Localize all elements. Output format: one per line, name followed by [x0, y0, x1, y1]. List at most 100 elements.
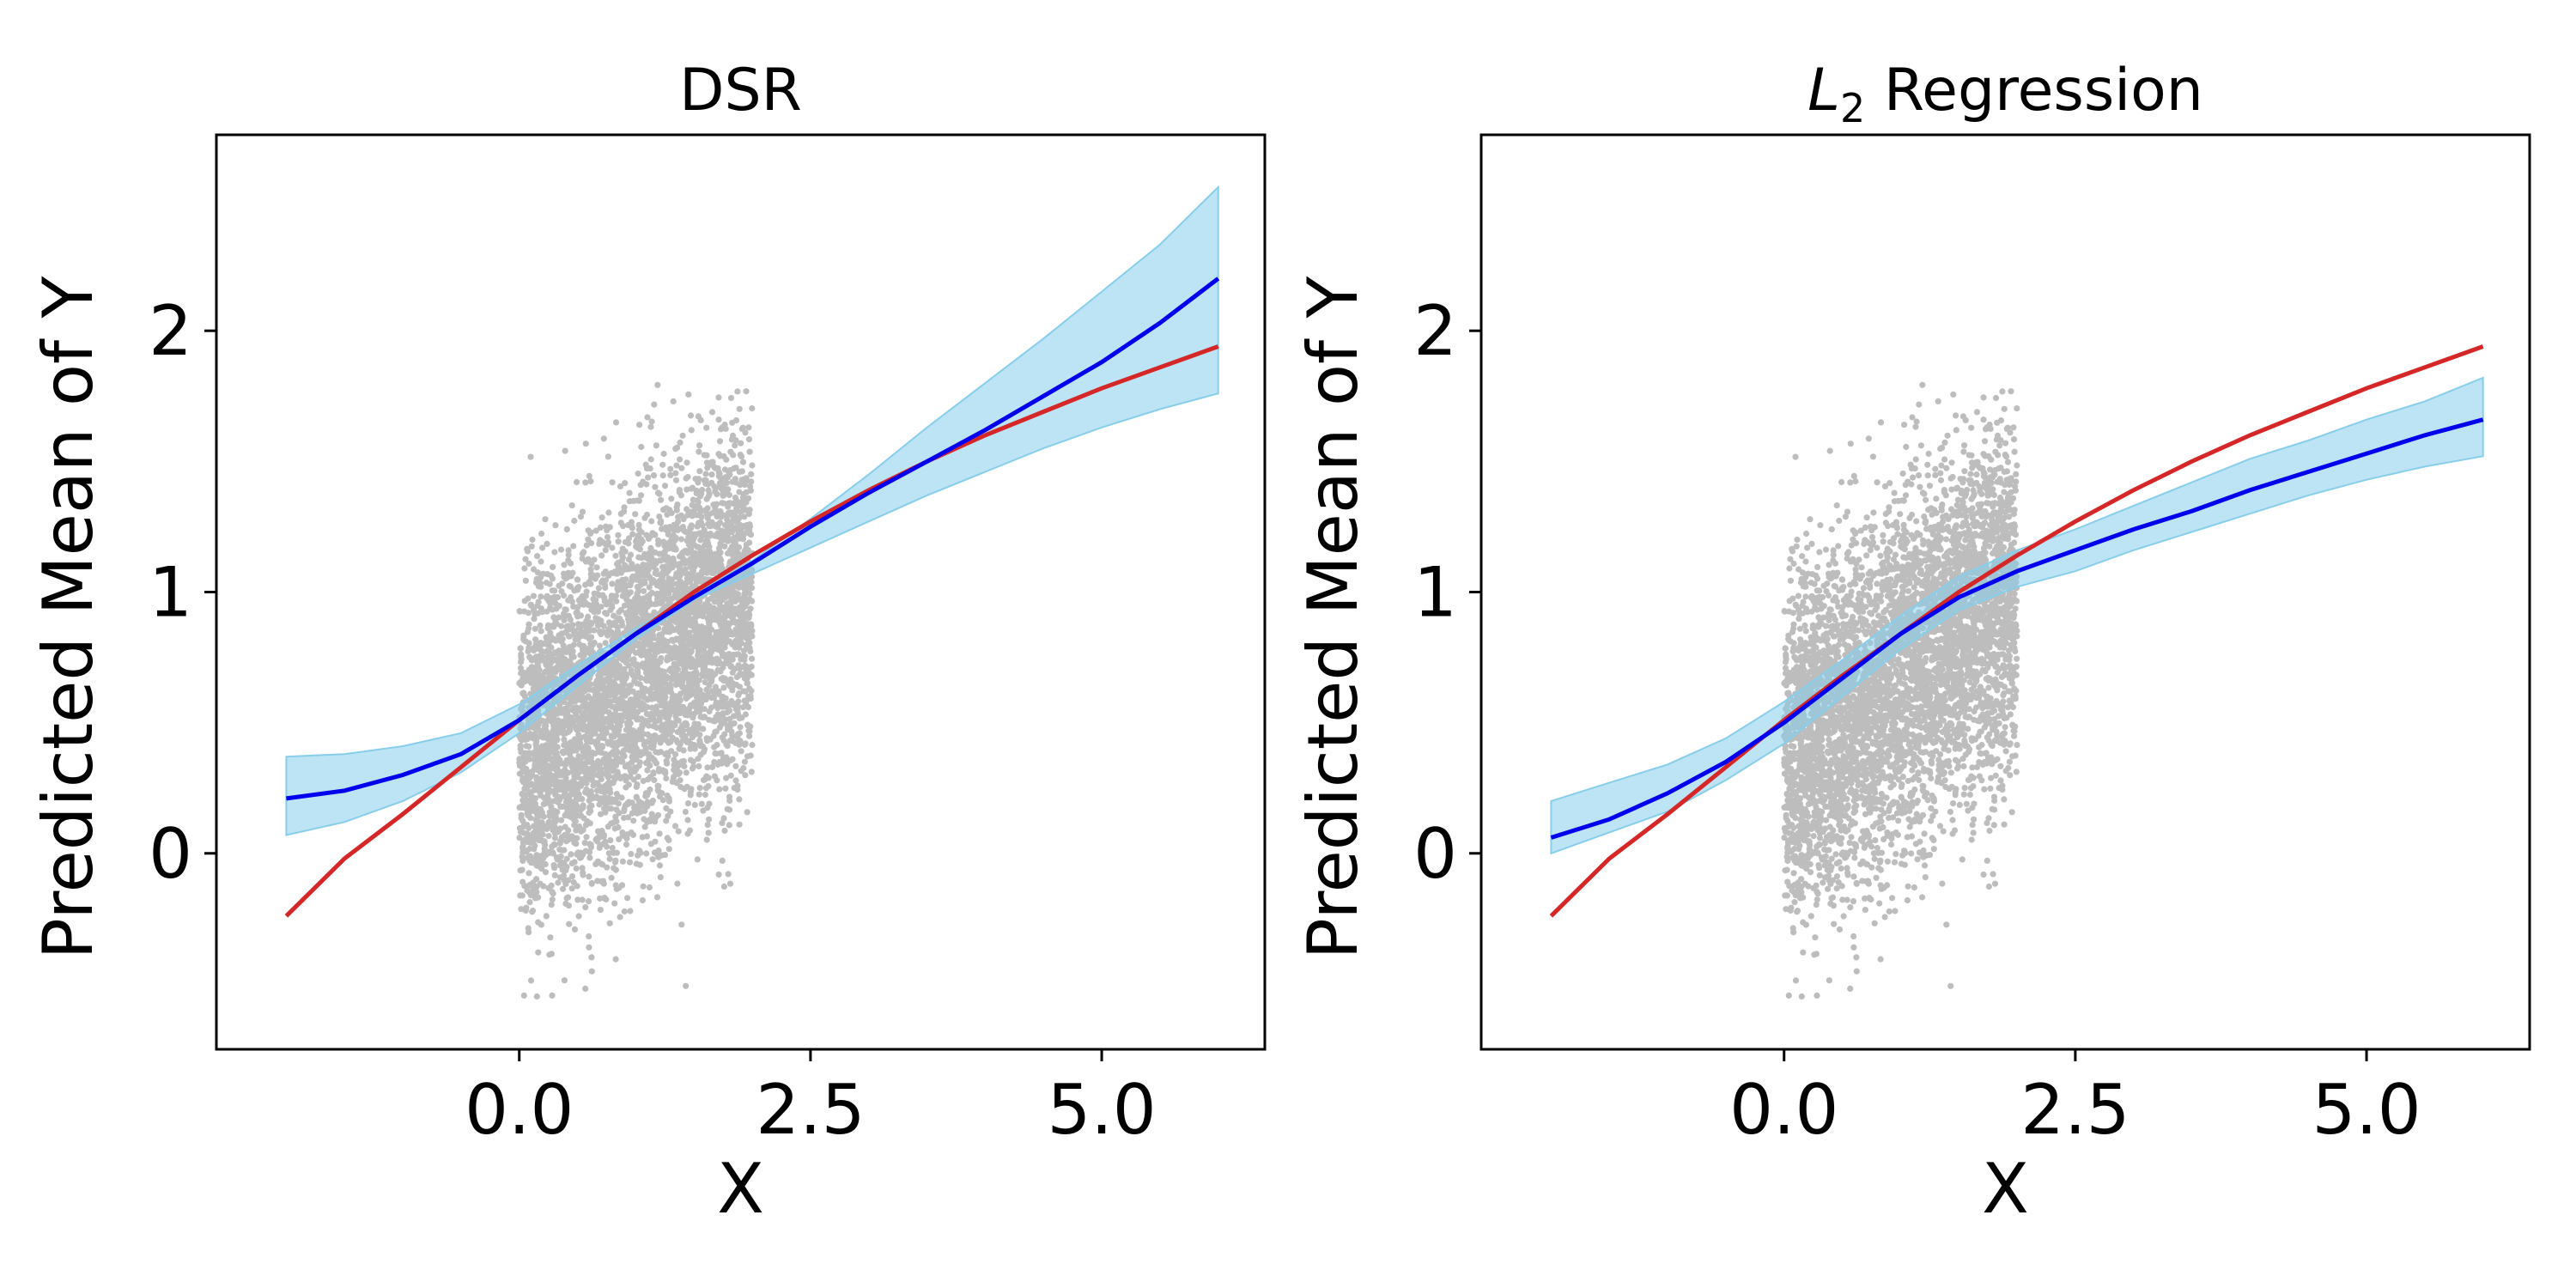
scatter-point: [619, 740, 626, 747]
scatter-point: [748, 471, 755, 477]
scatter-point: [518, 906, 525, 913]
scatter-point: [557, 787, 564, 793]
scatter-point: [711, 550, 719, 557]
scatter-point: [688, 427, 695, 434]
scatter-point: [631, 677, 638, 684]
scatter-point: [549, 992, 556, 999]
scatter-point: [736, 821, 743, 828]
scatter-point: [540, 855, 547, 862]
scatter-point: [723, 702, 730, 710]
scatter-point: [652, 549, 659, 556]
scatter-point: [678, 569, 685, 576]
scatter-point: [597, 907, 605, 914]
scatter-point: [617, 519, 624, 526]
scatter-point: [722, 755, 729, 762]
scatter-point: [647, 786, 653, 793]
scatter-point: [567, 617, 574, 623]
scatter-point: [728, 550, 736, 557]
scatter-point: [699, 569, 707, 576]
scatter-point: [738, 440, 744, 447]
scatter-point: [607, 606, 614, 614]
scatter-point: [665, 846, 672, 853]
scatter-point: [612, 570, 619, 577]
scatter-point: [616, 609, 623, 616]
scatter-point: [568, 851, 574, 858]
scatter-point: [579, 644, 586, 651]
scatter-point: [715, 394, 722, 401]
scatter-point: [679, 722, 686, 729]
scatter-point: [588, 954, 595, 961]
scatter-point: [574, 704, 580, 711]
scatter-point: [600, 880, 607, 887]
scatter-point: [556, 634, 562, 641]
scatter-point: [671, 527, 677, 534]
scatter-point: [740, 663, 747, 671]
scatter-point: [653, 894, 661, 901]
scatter-point: [586, 803, 593, 811]
scatter-point: [661, 543, 668, 550]
scatter-point: [517, 645, 524, 652]
scatter-point: [698, 671, 706, 678]
scatter-point: [594, 780, 601, 787]
scatter-point: [612, 705, 619, 712]
scatter-point: [738, 526, 744, 533]
scatter-point: [551, 743, 558, 750]
scatter-point: [623, 626, 630, 633]
scatter-point: [697, 489, 704, 497]
scatter-point: [600, 704, 607, 711]
scatter-point: [651, 684, 658, 691]
scatter-point: [726, 793, 733, 800]
scatter-point: [629, 701, 636, 708]
scatter-point: [551, 594, 559, 601]
scatter-point: [712, 728, 719, 736]
scatter-point: [602, 547, 609, 554]
scatter-point: [561, 977, 568, 984]
scatter-point: [519, 791, 526, 798]
scatter-point: [519, 892, 526, 899]
scatter-point: [679, 549, 687, 556]
scatter-point: [646, 884, 653, 891]
scatter-point: [737, 724, 744, 731]
scatter-point: [571, 517, 578, 525]
scatter-point: [612, 419, 620, 426]
scatter-point: [550, 841, 558, 848]
scatter-point: [677, 456, 683, 463]
scatter-point: [596, 735, 603, 742]
scatter-point: [566, 780, 573, 787]
scatter-point: [725, 509, 732, 517]
scatter-point: [679, 671, 686, 677]
scatter-point: [575, 913, 582, 920]
scatter-point: [625, 814, 632, 821]
scatter-point: [586, 854, 593, 861]
scatter-point: [535, 919, 542, 926]
scatter-point: [541, 723, 548, 730]
scatter-point: [708, 471, 715, 478]
scatter-point: [594, 605, 601, 612]
scatter-point: [650, 677, 657, 685]
scatter-point: [676, 769, 683, 776]
scatter-point: [586, 841, 593, 848]
scatter-point: [673, 504, 680, 511]
scatter-point: [646, 756, 653, 762]
scatter-point: [575, 781, 583, 787]
scatter-point: [561, 736, 568, 743]
scatter-point: [615, 800, 623, 807]
scatter-point: [633, 783, 640, 791]
scatter-point: [687, 792, 694, 799]
scatter-point: [714, 490, 720, 498]
scatter-point: [621, 577, 628, 584]
scatter-point: [678, 921, 685, 928]
scatter-point: [610, 761, 617, 769]
scatter-point: [551, 587, 558, 594]
scatter-point: [584, 817, 591, 825]
scatter-point: [749, 598, 756, 605]
scatter-point: [726, 822, 732, 829]
scatter-point: [663, 622, 670, 629]
scatter-point: [655, 765, 663, 773]
scatter-point: [671, 756, 677, 763]
scatter-point: [680, 649, 687, 657]
scatter-point: [608, 733, 615, 740]
scatter-point: [726, 599, 732, 606]
scatter-point: [527, 601, 534, 608]
scatter-point: [698, 546, 705, 553]
